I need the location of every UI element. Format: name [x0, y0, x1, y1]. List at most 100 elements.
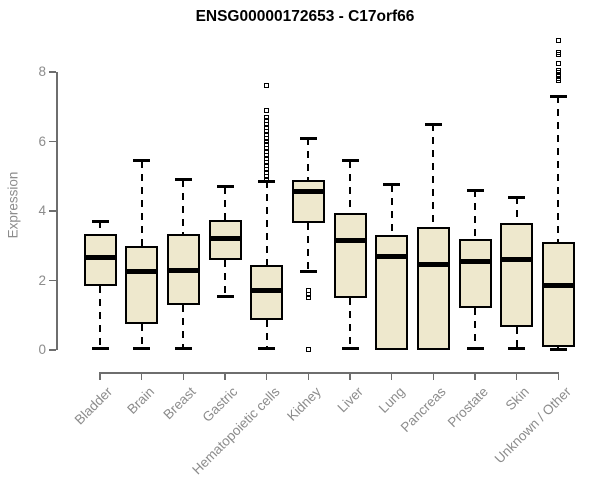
- outlier-point: [264, 159, 270, 165]
- upper-whisker: [474, 190, 477, 239]
- box-brain: [125, 245, 159, 324]
- outlier-point: [264, 132, 270, 138]
- x-axis-tick: [99, 372, 101, 380]
- outlier-point: [555, 78, 561, 84]
- outlier-point: [264, 156, 270, 162]
- outlier-point: [305, 291, 311, 297]
- outlier-point: [305, 288, 311, 294]
- outlier-point: [264, 125, 270, 131]
- x-tick-label: Brain: [124, 384, 158, 417]
- x-axis-tick: [557, 372, 560, 380]
- y-axis-tick: [49, 71, 56, 73]
- outlier-point: [264, 128, 270, 134]
- lower-whisker-cap: [299, 270, 317, 274]
- x-axis-tick: [474, 372, 476, 380]
- y-axis-tick: [49, 279, 56, 282]
- lower-whisker-cap: [466, 346, 484, 350]
- y-tick-label: 4: [38, 203, 46, 218]
- median-line: [541, 283, 575, 289]
- x-tick-label: Unknown / Other: [491, 384, 574, 467]
- lower-whisker-cap: [91, 346, 109, 350]
- box-kidney: [291, 179, 325, 224]
- upper-whisker-cap: [508, 195, 526, 199]
- y-tick-label: 2: [38, 272, 46, 288]
- upper-whisker-cap: [174, 178, 192, 182]
- x-tick-label: Kidney: [284, 384, 324, 424]
- upper-whisker: [557, 96, 560, 243]
- outlier-point: [555, 52, 561, 58]
- box-liver: [333, 212, 367, 298]
- lower-whisker-cap: [174, 346, 192, 350]
- x-axis-tick: [182, 372, 185, 380]
- outlier-point: [264, 170, 270, 176]
- lower-whisker-cap: [549, 347, 567, 351]
- upper-whisker: [265, 181, 268, 265]
- lower-whisker-cap: [508, 346, 526, 350]
- outlier-point: [264, 145, 270, 151]
- x-tick-label: Gastric: [199, 384, 241, 425]
- outlier-point: [264, 107, 270, 113]
- outlier-point: [264, 166, 270, 172]
- lower-whisker: [515, 327, 518, 349]
- lower-whisker: [140, 323, 143, 349]
- x-axis-tick: [307, 372, 310, 380]
- upper-whisker-cap: [466, 188, 484, 192]
- x-tick-label: Prostate: [444, 384, 491, 431]
- lower-whisker: [99, 285, 101, 349]
- upper-whisker: [307, 138, 310, 180]
- outlier-point: [555, 60, 561, 66]
- median-line: [458, 258, 492, 264]
- median-line: [208, 236, 242, 242]
- upper-whisker: [99, 221, 101, 234]
- x-tick-label: Skin: [503, 384, 533, 414]
- upper-whisker: [140, 160, 143, 246]
- outlier-point: [264, 83, 270, 89]
- median-line: [166, 267, 200, 273]
- y-axis-tick: [49, 210, 56, 212]
- y-axis-tick: [49, 140, 56, 143]
- median-line: [125, 269, 159, 275]
- y-axis-tick: [49, 349, 56, 351]
- outlier-point: [264, 177, 270, 183]
- y-axis-title: Expression: [5, 171, 21, 239]
- outlier-point: [264, 142, 270, 148]
- median-line: [500, 257, 534, 263]
- x-axis-tick: [432, 372, 435, 380]
- outlier-point: [264, 135, 270, 141]
- x-axis-tick: [265, 372, 268, 380]
- upper-whisker: [349, 160, 352, 213]
- lower-whisker: [307, 223, 310, 272]
- upper-whisker-cap: [216, 185, 234, 189]
- upper-whisker-cap: [424, 122, 442, 126]
- lower-whisker: [474, 308, 477, 349]
- chart-title: ENSG00000172653 - C17orf66: [195, 8, 415, 25]
- upper-whisker: [515, 197, 518, 224]
- x-axis-tick: [390, 372, 393, 380]
- outlier-point: [264, 152, 270, 158]
- upper-whisker-cap: [133, 159, 151, 163]
- x-tick-label: Liver: [334, 384, 366, 416]
- y-tick-label: 6: [38, 133, 46, 149]
- upper-whisker-cap: [299, 136, 317, 140]
- x-axis-tick: [349, 372, 351, 380]
- outlier-point: [305, 346, 311, 352]
- lower-whisker: [349, 297, 352, 349]
- upper-whisker: [224, 186, 226, 220]
- outlier-point: [264, 114, 270, 120]
- upper-whisker-cap: [341, 159, 359, 163]
- upper-whisker: [390, 184, 393, 236]
- x-axis-tick: [224, 372, 226, 380]
- box-prostate: [458, 238, 492, 309]
- y-tick-label: 8: [38, 64, 46, 79]
- median-line: [83, 255, 117, 261]
- upper-whisker-cap: [383, 183, 401, 187]
- upper-whisker-cap: [549, 94, 567, 98]
- outlier-point: [555, 38, 561, 44]
- outlier-point: [264, 121, 270, 127]
- lower-whisker-cap: [216, 294, 234, 298]
- box-skin: [500, 223, 534, 328]
- outlier-point: [305, 295, 311, 301]
- outlier-point: [555, 69, 561, 75]
- y-axis-line: [56, 72, 58, 350]
